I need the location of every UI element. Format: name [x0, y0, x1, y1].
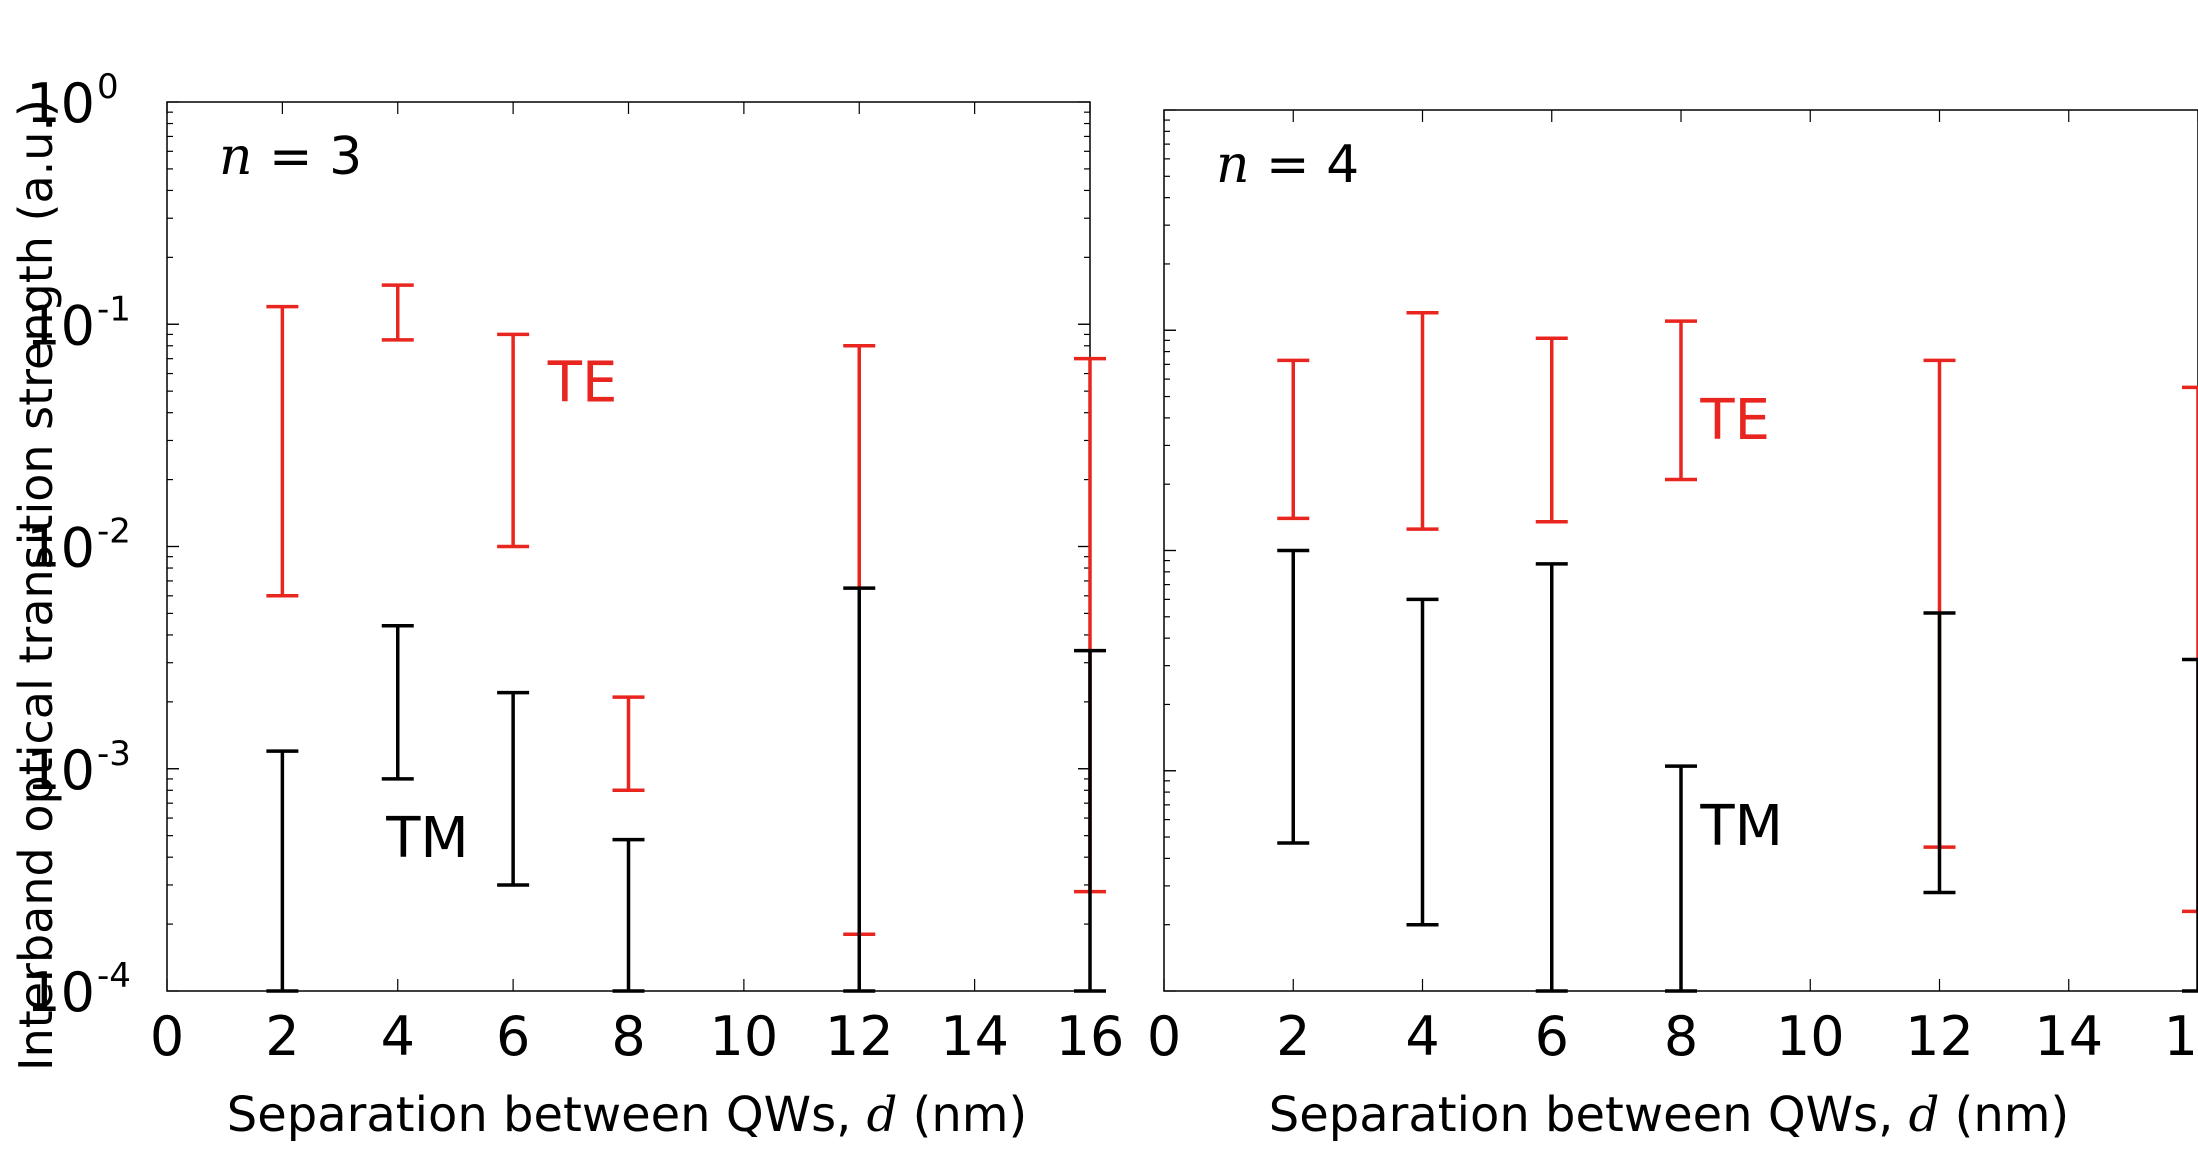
y-tick-label: 10	[26, 517, 95, 580]
y-tick-exponent: -2	[97, 512, 131, 552]
panel-label: n = 4	[1216, 135, 1359, 195]
x-tick-label: 2	[265, 1005, 299, 1068]
te-series-label: TE	[547, 350, 618, 415]
x-axis-label: Separation between QWs, d (nm)	[227, 1087, 1027, 1143]
x-tick-label: 16	[1056, 1005, 1125, 1068]
x-tick-label: 0	[1147, 1005, 1181, 1068]
x-tick-label: 12	[825, 1005, 894, 1068]
x-tick-label: 14	[940, 1005, 1009, 1068]
panel-label: n = 3	[219, 127, 362, 187]
y-tick-label: 10	[26, 72, 95, 135]
x-tick-label: 2	[1276, 1005, 1310, 1068]
x-tick-label: 8	[1664, 1005, 1698, 1068]
x-tick-label: 6	[496, 1005, 530, 1068]
y-tick-exponent: -4	[97, 956, 131, 996]
x-axis-label: Separation between QWs, d (nm)	[1269, 1087, 2069, 1143]
y-tick-exponent: 0	[97, 67, 119, 107]
tm-series-label: TM	[385, 806, 469, 871]
x-tick-label: 8	[611, 1005, 645, 1068]
x-tick-label: 16	[2164, 1005, 2198, 1068]
te-series-label: TE	[1699, 388, 1770, 453]
x-tick-label: 12	[1905, 1005, 1974, 1068]
y-axis-label: Interband optical transition strength (a…	[9, 99, 63, 1071]
y-tick-exponent: -1	[97, 289, 131, 329]
y-tick-label: 10	[26, 294, 95, 357]
x-tick-label: 14	[2034, 1005, 2103, 1068]
panel-n4: 0 2 4 6 8 10 12 14 16 TE TM n = 4 Separation between…	[1147, 109, 2198, 1143]
y-tick-label: 10	[26, 739, 95, 802]
x-tick-label: 0	[150, 1005, 184, 1068]
tm-series-label: TM	[1699, 794, 1783, 859]
x-tick-label: 4	[1405, 1005, 1439, 1068]
x-tick-label: 10	[1776, 1005, 1845, 1068]
x-tick-label: 4	[381, 1005, 415, 1068]
y-tick-label: 10	[26, 961, 95, 1024]
x-tick-label: 10	[710, 1005, 779, 1068]
x-tick-label: 6	[1535, 1005, 1569, 1068]
y-tick-exponent: -3	[97, 734, 131, 774]
